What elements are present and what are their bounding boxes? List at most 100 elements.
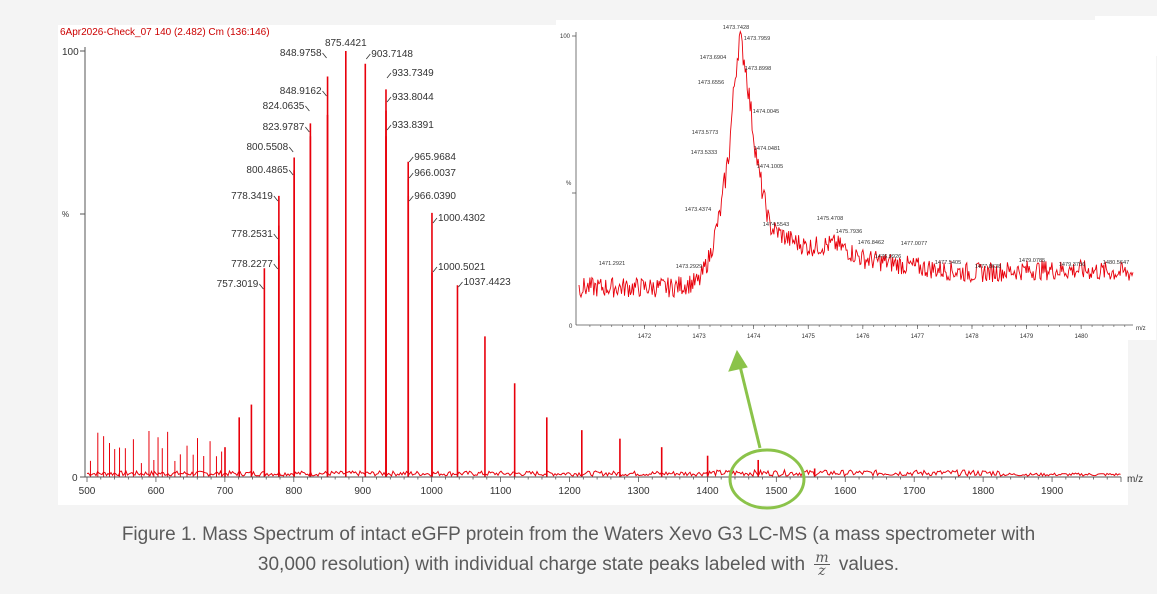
- inset-x-tick-label: 1480: [1074, 334, 1088, 340]
- peak-label-leader: [408, 195, 414, 202]
- inset-peak-label: 1473.5333: [691, 150, 717, 156]
- peak-label-leader: [365, 53, 371, 60]
- inset-peak-label: 1476.8462: [858, 240, 884, 246]
- spectrum-baseline-noise: [86, 468, 1121, 478]
- zoom-arrow: [738, 365, 762, 449]
- x-tick-label: 1600: [834, 486, 857, 497]
- x-tick-label: 1700: [903, 486, 926, 497]
- inset-peak-label: 1480.5647: [1103, 260, 1129, 266]
- x-tick-label: 900: [354, 486, 371, 497]
- caption-line-2-text: 30,000 resolution) with individual charg…: [257, 554, 806, 575]
- inset-peak-label: 1473.5773: [692, 130, 718, 136]
- peak-label-leader: [408, 156, 414, 163]
- x-tick-label: 1500: [765, 486, 788, 497]
- x-tick-label: 800: [285, 486, 302, 497]
- peak-label-leader: [273, 263, 279, 270]
- inset-x-axis-label: m/z: [1136, 326, 1146, 332]
- peak-label: 1037.4423: [463, 277, 511, 288]
- inset-peak-label: 1474.0045: [753, 109, 779, 115]
- inset-peak-label: 1473.6904: [700, 55, 726, 61]
- peak-label-leader: [322, 90, 327, 97]
- inset-peak-label: 1471.2921: [599, 261, 625, 267]
- peak-label: 823.9787: [263, 122, 305, 133]
- fraction-numerator: m: [814, 550, 830, 567]
- inset-background: [556, 20, 1156, 340]
- x-tick-label: 1800: [972, 486, 995, 497]
- inset-peak-label: 1473.2929: [676, 264, 702, 270]
- x-tick-label: 700: [217, 486, 234, 497]
- peak-label: 824.0635: [263, 101, 305, 112]
- peak-label: 800.5508: [246, 142, 288, 153]
- caption-line-1: Figure 1. Mass Spectrum of intact eGFP p…: [121, 524, 1036, 545]
- inset-x-tick-label: 1477: [911, 334, 925, 340]
- peak-label-leader: [408, 172, 414, 179]
- peak-label: 933.7349: [392, 68, 434, 79]
- inset-peak-label: 1479.3756: [1059, 262, 1085, 268]
- fraction-denominator: z: [818, 563, 826, 580]
- inset-peak-label: 1477.8638: [975, 264, 1001, 270]
- peak-label: 800.4865: [246, 165, 288, 176]
- peak-label-leader: [273, 195, 279, 202]
- figure-caption: Figure 1. Mass Spectrum of intact eGFP p…: [0, 520, 1157, 580]
- x-tick-label: 500: [79, 486, 96, 497]
- inset-peak-label: 1473.4374: [685, 207, 711, 213]
- caption-line-2-end: values.: [838, 554, 900, 575]
- peak-label-leader: [386, 96, 392, 103]
- peak-label: 1000.5021: [438, 262, 486, 273]
- inset-x-tick-label: 1472: [638, 334, 652, 340]
- x-tick-label: 1100: [490, 486, 512, 497]
- peak-label: 933.8391: [392, 120, 434, 131]
- inset-x-tick-label: 1474: [747, 334, 761, 340]
- inset-x-tick-label: 1475: [802, 334, 816, 340]
- inset-x-tick-label: 1479: [1020, 334, 1034, 340]
- zoom-arrowhead: [728, 349, 748, 372]
- peak-label-leader: [273, 233, 279, 240]
- inset-y-tick-label: 100: [560, 34, 571, 40]
- peak-label-leader: [259, 283, 264, 290]
- y-axis-label: %: [62, 210, 69, 219]
- peak-label: 1000.4302: [438, 213, 486, 224]
- peak-label: 965.9684: [414, 152, 456, 163]
- y-tick-label: 0: [72, 473, 78, 484]
- peak-label-leader: [432, 217, 438, 224]
- peak-label: 778.3419: [231, 191, 273, 202]
- mass-spectrum-figure: 6Apr2026-Check_07 140 (2.482) Cm (136:14…: [58, 16, 1157, 510]
- inset-peak-label: 1474.1005: [757, 164, 783, 170]
- peak-label-leader: [458, 281, 463, 288]
- inset-peak-label: 1474.5543: [763, 222, 789, 228]
- peak-label: 875.4421: [325, 38, 367, 49]
- x-tick-label: 1400: [696, 486, 719, 497]
- peak-label-leader: [386, 124, 392, 131]
- peak-label: 757.3019: [217, 279, 259, 290]
- peak-label: 848.9758: [280, 48, 322, 59]
- inset-peak-label: 1473.8998: [745, 66, 771, 72]
- x-tick-label: 1900: [1041, 486, 1064, 497]
- inset-peak-label: 1477.0077: [901, 241, 927, 247]
- peak-label: 778.2277: [231, 259, 273, 270]
- inset-y-tick-label: 0: [569, 324, 573, 330]
- inset-peak-label: 1476.9926: [875, 254, 901, 260]
- inset-peak-label: 1475.4708: [817, 216, 843, 222]
- peak-label: 933.8044: [392, 92, 434, 103]
- y-tick-label: 100: [62, 47, 79, 58]
- inset-y-axis-label: %: [566, 181, 572, 187]
- inset-peak-label: 1473.6556: [698, 80, 724, 86]
- x-tick-label: 600: [148, 486, 165, 497]
- peak-label-leader: [305, 105, 310, 112]
- x-axis-label: m/z: [1127, 474, 1143, 485]
- inset-peak-label: 1474.0481: [754, 146, 780, 152]
- peak-label-leader: [386, 72, 392, 79]
- peak-label: 848.9162: [280, 86, 322, 97]
- inset-x-tick-label: 1478: [965, 334, 979, 340]
- peak-label-leader: [288, 169, 294, 176]
- inset-spectrum-trace: [578, 30, 1134, 299]
- inset-peak-label: 1473.7428: [723, 25, 749, 31]
- inset-peak-label: 1475.7936: [836, 229, 862, 235]
- peak-label: 778.2531: [231, 229, 273, 240]
- peak-label: 903.7148: [371, 49, 413, 60]
- caption-line-2: 30,000 resolution) with individual charg…: [0, 550, 1157, 580]
- inset-x-tick-label: 1476: [856, 334, 870, 340]
- inset-peak-label: 1473.7959: [744, 36, 770, 42]
